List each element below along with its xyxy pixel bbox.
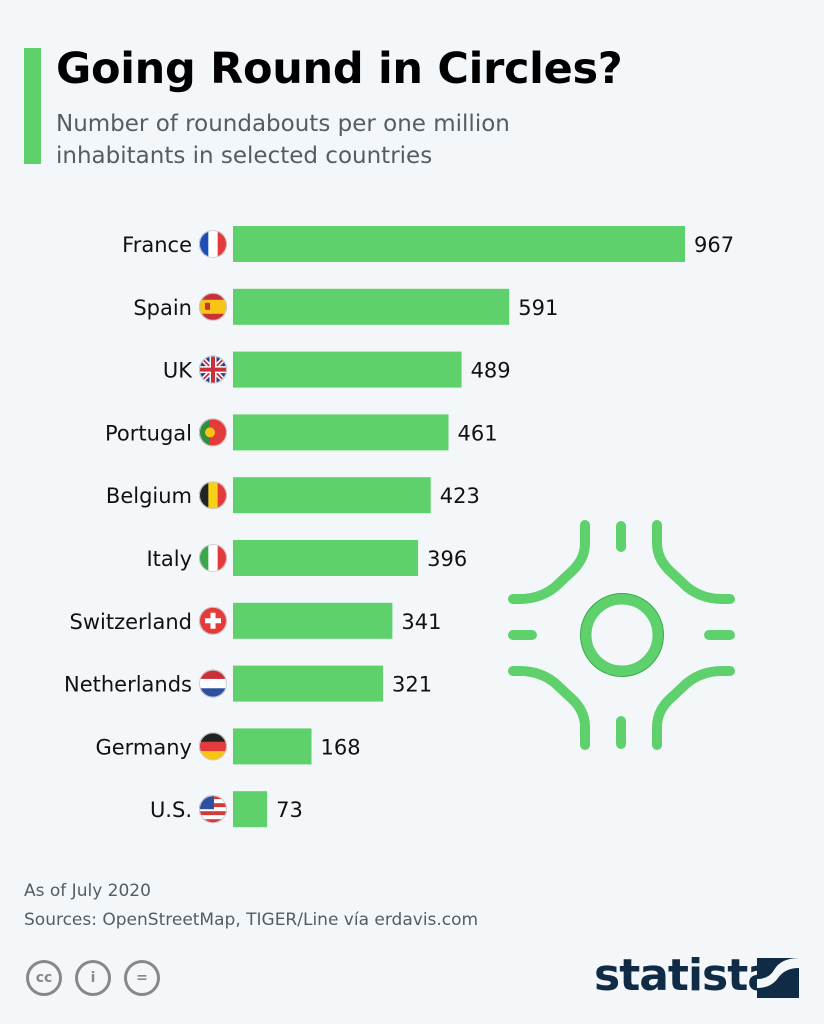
bar [233,665,384,702]
category-label: Switzerland [70,610,193,634]
bar [233,477,431,514]
bar [233,226,685,262]
cc-icon[interactable]: cc [26,960,62,996]
france-flag-icon [199,230,227,258]
bar [233,351,462,388]
category-label: Germany [95,735,192,759]
statista-logo-mark-icon [757,958,799,998]
value-label: 591 [518,296,558,320]
bar [233,602,393,639]
value-label: 967 [694,233,734,257]
bar [233,540,419,576]
italy-flag-icon [199,544,227,572]
portugal-flag-icon [199,418,227,447]
category-label: Portugal [105,421,192,445]
category-label: Netherlands [64,673,192,697]
netherlands-flag-icon [199,669,227,698]
by-icon[interactable]: i [75,960,111,996]
spain-flag-icon [199,292,227,321]
us-flag-icon [199,795,227,824]
date-note: As of July 2020 [24,881,151,901]
nd-icon[interactable]: = [124,960,160,996]
category-label: Italy [146,547,192,571]
category-label: U.S. [150,798,192,822]
title-accent-bar [24,48,41,164]
value-label: 341 [401,610,441,634]
belgium-flag-icon [199,481,227,510]
category-label: Belgium [106,484,192,508]
value-label: 321 [392,673,432,697]
bar [233,414,449,451]
switzerland-flag-icon [199,606,227,635]
value-label: 423 [440,484,480,508]
value-label: 168 [321,735,361,759]
bar [233,288,510,325]
value-label: 396 [427,547,467,571]
bar [233,791,268,828]
uk-flag-icon [199,355,227,384]
value-label: 461 [457,421,497,445]
sources-note: Sources: OpenStreetMap, TIGER/Line vía e… [24,910,479,930]
category-label: Spain [133,296,192,320]
bar [233,728,312,765]
category-label: UK [163,359,193,383]
category-label: France [122,233,192,257]
value-label: 489 [471,359,511,383]
chart-subtitle: Number of roundabouts per one million in… [56,111,510,169]
value-label: 73 [276,798,303,822]
statista-logo[interactable]: statista [594,950,777,1001]
chart-title: Going Round in Circles? [56,44,623,94]
germany-flag-icon [199,732,227,761]
